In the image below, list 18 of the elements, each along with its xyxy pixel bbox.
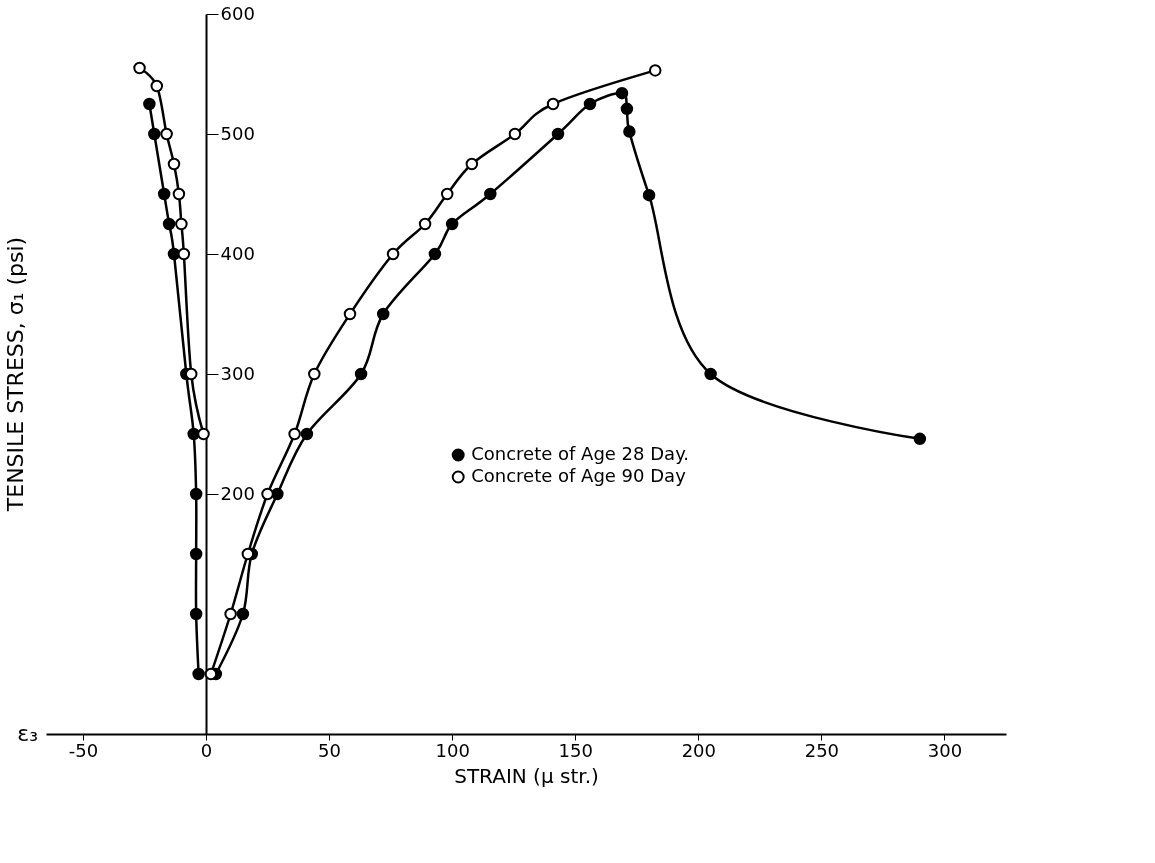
x-tick-label: 250 [804, 739, 840, 761]
x-tick-label: 100 [435, 739, 470, 761]
y-tick-label: 300 [220, 362, 255, 384]
y-tick-label: 600 [220, 2, 255, 24]
text: ε₃ [17, 721, 38, 746]
x-tick-label: 150 [558, 739, 593, 761]
y-tick-label: 200 [220, 482, 255, 504]
x-tick-label: 0 [200, 739, 213, 761]
y-tick-label: 400 [220, 242, 255, 264]
legend-label: Concrete of Age 28 Day. [471, 443, 689, 464]
x-tick-label: 50 [318, 739, 342, 761]
y-tick-label: 500 [220, 122, 255, 144]
x-tick-label: -50 [68, 739, 99, 761]
y-axis-title: TENSILE STRESS, σ₁ (psi) [3, 236, 28, 513]
x-axis-title: STRAIN (μ str.) [454, 763, 599, 788]
x-tick-label: 300 [927, 739, 963, 761]
legend-label: Concrete of Age 90 Day [471, 465, 687, 486]
x-tick-label: 200 [681, 739, 716, 761]
